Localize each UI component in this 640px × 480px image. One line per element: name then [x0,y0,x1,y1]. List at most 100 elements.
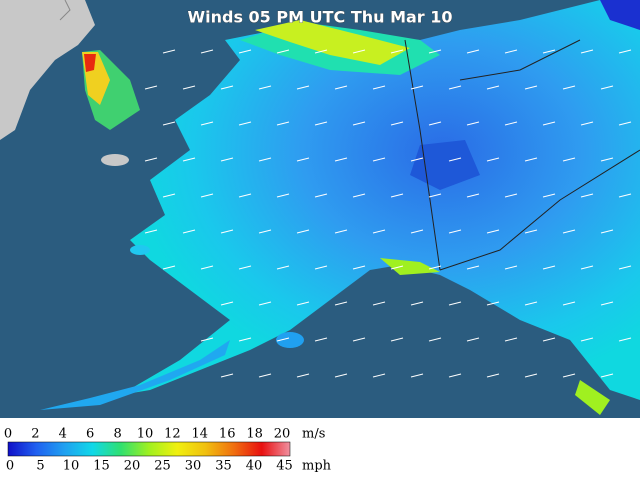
color-scale [7,441,291,457]
wind-arrow [200,193,214,198]
border [439,149,640,271]
wind-arrow [162,265,176,270]
ms-label: 0 [4,427,12,442]
wind-arrow [334,373,348,378]
yukon-low [600,0,640,30]
wind-arrow [410,301,424,306]
wind-arrow [428,337,442,342]
wind-arrow [466,121,480,126]
mph-label: 45 [276,459,293,474]
wind-arrow [334,301,348,306]
wind-arrow [428,193,442,198]
wind-arrow [448,373,462,378]
wind-arrow [390,121,404,126]
mph-label: 5 [36,459,44,474]
wind-arrow [504,193,518,198]
wind-arrow [524,85,538,90]
wind-arrow [486,157,500,162]
wind-arrow [600,373,614,378]
wind-arrow [542,265,556,270]
gulf-wind [380,258,440,275]
wind-arrow [200,121,214,126]
mph-label: 20 [124,459,141,474]
wind-arrow [600,85,614,90]
ms-label: 4 [59,427,67,442]
wind-arrow [524,301,538,306]
wind-arrow [542,337,556,342]
wind-arrow [542,49,556,54]
wind-arrow [238,337,252,342]
wind-arrow [428,49,442,54]
ms-label: 12 [164,427,181,442]
wind-arrow [410,229,424,234]
wind-arrow [372,157,386,162]
wind-arrow [372,229,386,234]
wind-arrow [580,265,594,270]
wind-arrow [580,121,594,126]
wind-arrow [220,373,234,378]
interior-low [410,140,480,190]
ms-label: 16 [219,427,236,442]
wind-arrow [296,157,310,162]
island [101,154,129,166]
wind-arrow [448,85,462,90]
wind-arrow [390,193,404,198]
wind-arrow [314,49,328,54]
wind-arrow [504,337,518,342]
wind-arrow [580,337,594,342]
wind-arrow [428,121,442,126]
wind-arrow [562,157,576,162]
wind-arrow [466,265,480,270]
coast [59,0,71,21]
wind-arrow [618,49,632,54]
wind-arrow [314,121,328,126]
island [130,245,150,255]
wind-arrow [504,121,518,126]
wind-arrows [144,49,632,378]
mph-label: 35 [215,459,232,474]
wind-arrow [618,265,632,270]
wind-arrow [600,157,614,162]
wind-arrow [220,229,234,234]
wind-arrow [466,193,480,198]
wind-arrow [486,373,500,378]
ms-label: 10 [137,427,154,442]
kodiak [276,332,304,348]
wind-arrow [372,373,386,378]
wind-arrow [314,265,328,270]
mph-label: 10 [63,459,80,474]
wind-arrow [372,85,386,90]
border [459,39,581,81]
wind-arrow [334,157,348,162]
wind-arrow [200,265,214,270]
wind-arrow [524,229,538,234]
legend: 0 2 4 6 8 10 12 14 16 18 20 m/s 0 5 10 15 20 25 30 35 40 45 mp… [4,427,332,474]
wind-arrow [352,265,366,270]
wind-arrow [542,193,556,198]
mph-unit: mph [302,459,332,474]
wind-arrow [162,121,176,126]
wind-arrow [276,49,290,54]
wind-arrow [258,85,272,90]
ms-label: 2 [31,427,39,442]
wind-arrow [220,85,234,90]
wind-arrow [220,157,234,162]
wind-arrow [390,337,404,342]
wind-arrow [486,85,500,90]
wind-arrow [618,337,632,342]
wind-arrow [428,265,442,270]
mph-label: 15 [93,459,110,474]
ms-label: 20 [274,427,291,442]
wind-arrow [276,121,290,126]
wind-arrow [238,121,252,126]
wind-arrow [562,301,576,306]
border [404,39,441,271]
ms-label: 14 [192,427,209,442]
wind-arrow [600,229,614,234]
north-coast-wind [255,20,410,65]
wind-arrow [448,301,462,306]
russia [0,0,95,140]
wind-arrow [410,85,424,90]
